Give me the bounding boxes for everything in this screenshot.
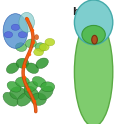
Ellipse shape	[4, 32, 13, 38]
Ellipse shape	[6, 63, 19, 73]
Ellipse shape	[31, 93, 46, 105]
Ellipse shape	[92, 35, 97, 44]
Ellipse shape	[74, 17, 113, 124]
Ellipse shape	[74, 0, 113, 45]
Ellipse shape	[39, 43, 49, 51]
Ellipse shape	[3, 14, 28, 48]
Ellipse shape	[38, 86, 53, 100]
Ellipse shape	[3, 92, 18, 106]
Ellipse shape	[35, 43, 46, 51]
Ellipse shape	[19, 12, 34, 32]
Text: b: b	[73, 7, 80, 17]
Ellipse shape	[34, 48, 44, 56]
Ellipse shape	[32, 77, 46, 87]
Ellipse shape	[16, 58, 29, 68]
Ellipse shape	[82, 25, 105, 44]
Ellipse shape	[17, 92, 32, 106]
Ellipse shape	[11, 24, 20, 30]
Ellipse shape	[7, 81, 21, 92]
Ellipse shape	[34, 35, 39, 40]
Ellipse shape	[18, 32, 27, 38]
Ellipse shape	[25, 39, 37, 48]
Ellipse shape	[24, 86, 39, 100]
Ellipse shape	[15, 43, 27, 51]
Ellipse shape	[24, 81, 38, 92]
Ellipse shape	[26, 63, 38, 73]
Ellipse shape	[45, 38, 55, 46]
Ellipse shape	[15, 77, 29, 87]
Ellipse shape	[36, 58, 48, 68]
Ellipse shape	[41, 82, 55, 92]
Ellipse shape	[10, 87, 25, 99]
